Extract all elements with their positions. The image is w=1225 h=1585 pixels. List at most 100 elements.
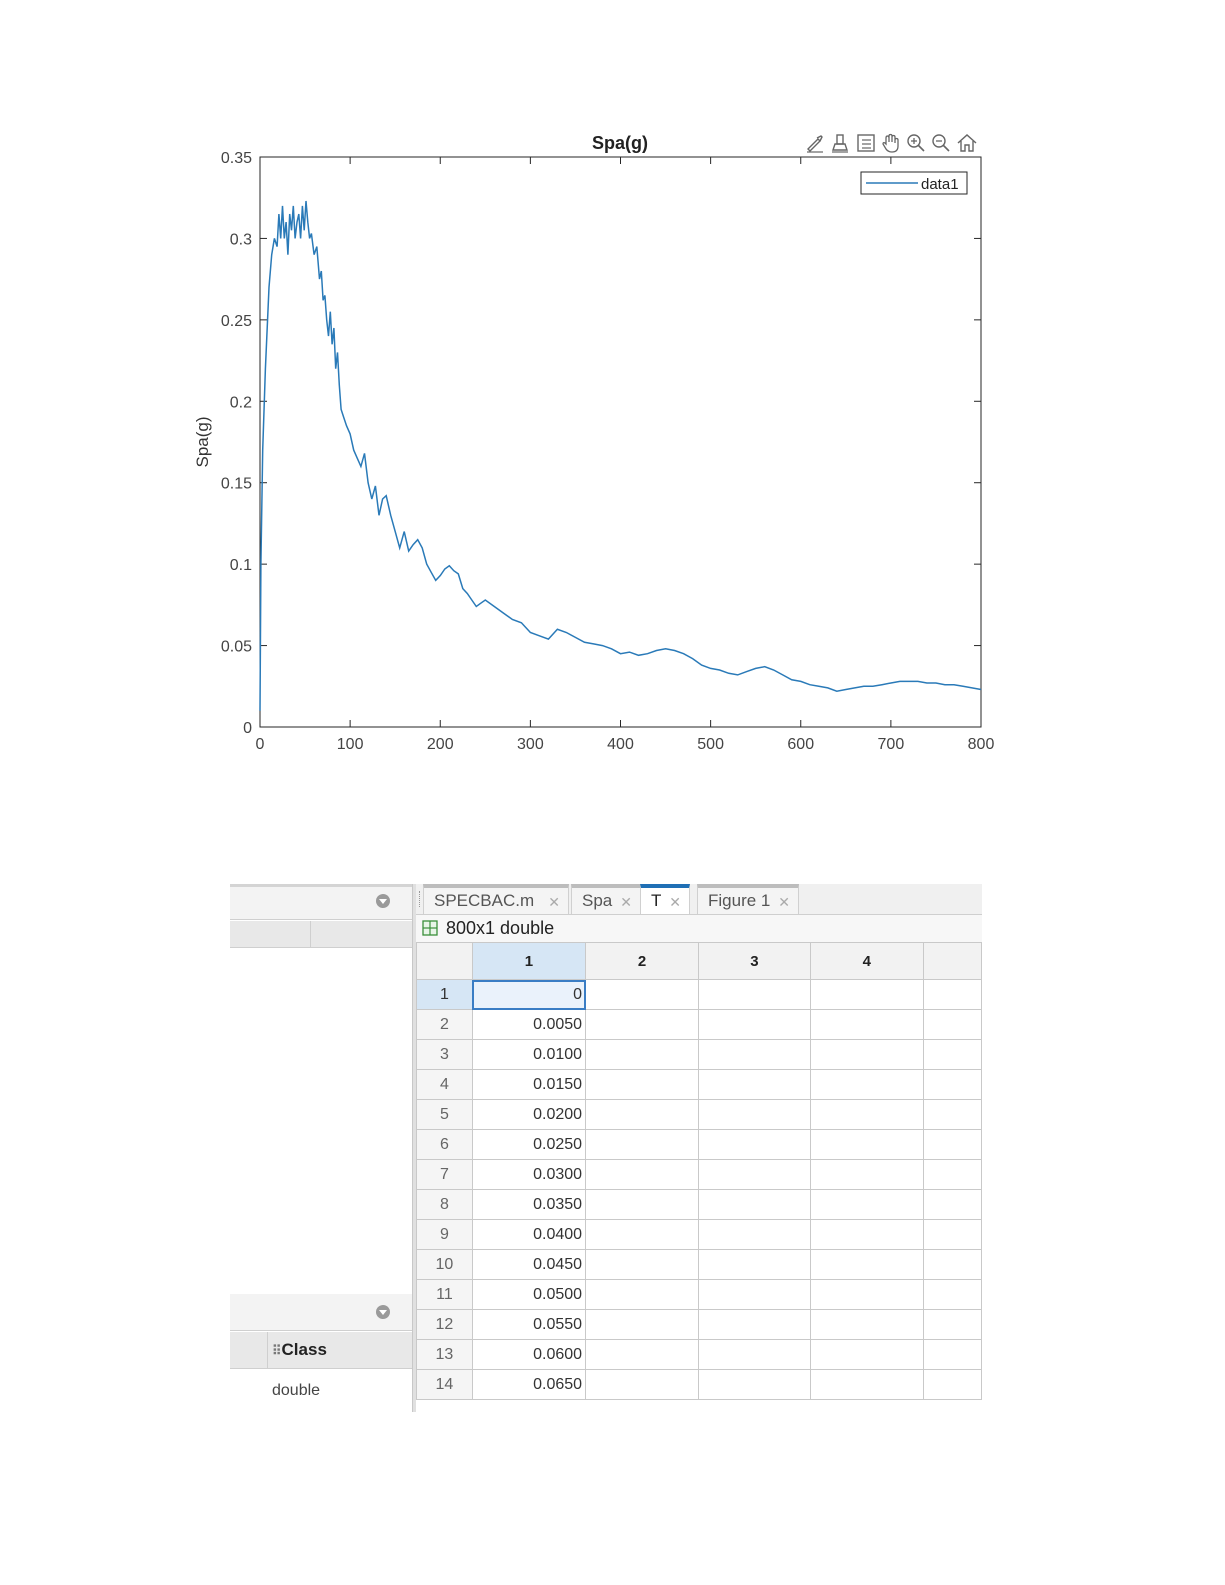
tab-spa[interactable]: Spa ✕ <box>571 884 641 914</box>
row-header[interactable]: 14 <box>416 1369 473 1400</box>
grid-cell[interactable] <box>585 1039 699 1070</box>
class-column-header[interactable]: ⠿ Class <box>272 1340 327 1360</box>
grid-cell[interactable] <box>585 1099 699 1130</box>
grid-cell[interactable] <box>585 1309 699 1340</box>
row-header[interactable]: 7 <box>416 1159 473 1190</box>
grid-cell[interactable] <box>922 1219 982 1250</box>
grid-cell[interactable] <box>697 1069 811 1100</box>
grid-cell[interactable] <box>922 1369 982 1400</box>
grid-cell[interactable] <box>922 1189 982 1220</box>
grid-cell[interactable] <box>697 1339 811 1370</box>
legend[interactable]: data1 <box>860 171 968 195</box>
grid-cell[interactable] <box>922 1009 982 1040</box>
grid-cell[interactable] <box>585 979 699 1010</box>
tab-specbac[interactable]: SPECBAC.m ✕ <box>423 884 569 914</box>
row-header[interactable]: 11 <box>416 1279 473 1310</box>
grid-cell[interactable]: 0.0500 <box>471 1279 587 1310</box>
grid-cell[interactable] <box>922 979 982 1010</box>
zoom-out-icon[interactable] <box>930 132 952 154</box>
grid-cell[interactable] <box>585 1009 699 1040</box>
grid-cell[interactable] <box>922 1039 982 1070</box>
grid-cell[interactable] <box>697 1159 811 1190</box>
grid-cell[interactable] <box>809 1099 924 1130</box>
close-icon[interactable]: ✕ <box>548 894 560 910</box>
grid-cell[interactable] <box>809 1279 924 1310</box>
grid-cell[interactable] <box>922 1279 982 1310</box>
grid-cell[interactable] <box>809 1159 924 1190</box>
grid-cell[interactable] <box>809 979 924 1010</box>
grid-cell[interactable] <box>697 1309 811 1340</box>
grid-cell[interactable]: 0.0450 <box>471 1249 587 1280</box>
grid-cell[interactable] <box>697 979 811 1010</box>
grid-cell[interactable] <box>809 1219 924 1250</box>
grid-cell[interactable] <box>585 1339 699 1370</box>
grid-cell[interactable]: 0.0200 <box>471 1099 587 1130</box>
grid-cell[interactable] <box>697 1099 811 1130</box>
grid-cell[interactable] <box>697 1249 811 1280</box>
corner-cell[interactable] <box>416 942 473 980</box>
row-header[interactable]: 1 <box>416 979 473 1010</box>
grid-cell[interactable]: 0.0650 <box>471 1369 587 1400</box>
home-icon[interactable] <box>956 132 978 154</box>
grid-cell[interactable]: 0.0600 <box>471 1339 587 1370</box>
grid-cell[interactable] <box>809 1069 924 1100</box>
column-header-5[interactable] <box>922 942 982 980</box>
grid-cell[interactable] <box>697 1369 811 1400</box>
row-header[interactable]: 10 <box>416 1249 473 1280</box>
legend-icon[interactable] <box>855 132 877 154</box>
collapse-icon[interactable] <box>376 894 390 908</box>
grid-cell[interactable] <box>585 1189 699 1220</box>
grid-cell[interactable] <box>809 1129 924 1160</box>
row-header[interactable]: 8 <box>416 1189 473 1220</box>
grid-cell[interactable]: 0.0400 <box>471 1219 587 1250</box>
pan-icon[interactable] <box>880 132 902 154</box>
grid-cell[interactable]: 0.0100 <box>471 1039 587 1070</box>
column-header-3[interactable]: 3 <box>697 942 811 980</box>
grid-cell[interactable] <box>809 1309 924 1340</box>
grid-cell[interactable]: 0.0300 <box>471 1159 587 1190</box>
column-header-2[interactable]: 2 <box>585 942 699 980</box>
collapse-icon[interactable] <box>376 1305 390 1319</box>
grid-cell[interactable] <box>809 1189 924 1220</box>
grid-cell[interactable] <box>809 1369 924 1400</box>
row-header[interactable]: 9 <box>416 1219 473 1250</box>
grid-cell[interactable] <box>585 1369 699 1400</box>
brush-icon[interactable] <box>804 132 826 154</box>
grid-cell[interactable] <box>697 1279 811 1310</box>
row-header[interactable]: 12 <box>416 1309 473 1340</box>
grid-cell[interactable] <box>697 1219 811 1250</box>
panel-divider[interactable] <box>412 884 416 1412</box>
close-icon[interactable]: ✕ <box>669 894 681 910</box>
row-header[interactable]: 13 <box>416 1339 473 1370</box>
grid-cell[interactable]: 0.0150 <box>471 1069 587 1100</box>
tab-t[interactable]: T ✕ <box>640 884 690 914</box>
close-icon[interactable]: ✕ <box>778 894 790 910</box>
grid-cell[interactable] <box>697 1189 811 1220</box>
grid-cell[interactable] <box>585 1279 699 1310</box>
row-header[interactable]: 6 <box>416 1129 473 1160</box>
zoom-in-icon[interactable] <box>905 132 927 154</box>
grid-cell[interactable]: 0.0350 <box>471 1189 587 1220</box>
row-header[interactable]: 5 <box>416 1099 473 1130</box>
grid-cell[interactable] <box>922 1069 982 1100</box>
row-header[interactable]: 2 <box>416 1009 473 1040</box>
datatip-icon[interactable] <box>829 132 851 154</box>
grid-cell[interactable] <box>809 1009 924 1040</box>
grid-cell[interactable] <box>585 1159 699 1190</box>
grid-cell[interactable]: 0.0250 <box>471 1129 587 1160</box>
grid-cell[interactable] <box>697 1129 811 1160</box>
grid-cell[interactable] <box>922 1099 982 1130</box>
grid-cell[interactable] <box>922 1249 982 1280</box>
grid-cell[interactable] <box>585 1249 699 1280</box>
grid-cell[interactable] <box>809 1339 924 1370</box>
grid-cell[interactable] <box>922 1159 982 1190</box>
grid-cell[interactable]: 0 <box>471 979 587 1010</box>
grid-cell[interactable] <box>697 1009 811 1040</box>
row-header[interactable]: 4 <box>416 1069 473 1100</box>
tab-figure-1[interactable]: Figure 1 ✕ <box>697 884 799 914</box>
column-header-1[interactable]: 1 <box>471 942 587 980</box>
column-header-4[interactable]: 4 <box>809 942 924 980</box>
grid-cell[interactable] <box>922 1339 982 1370</box>
grid-cell[interactable] <box>697 1039 811 1070</box>
grid-cell[interactable] <box>922 1309 982 1340</box>
